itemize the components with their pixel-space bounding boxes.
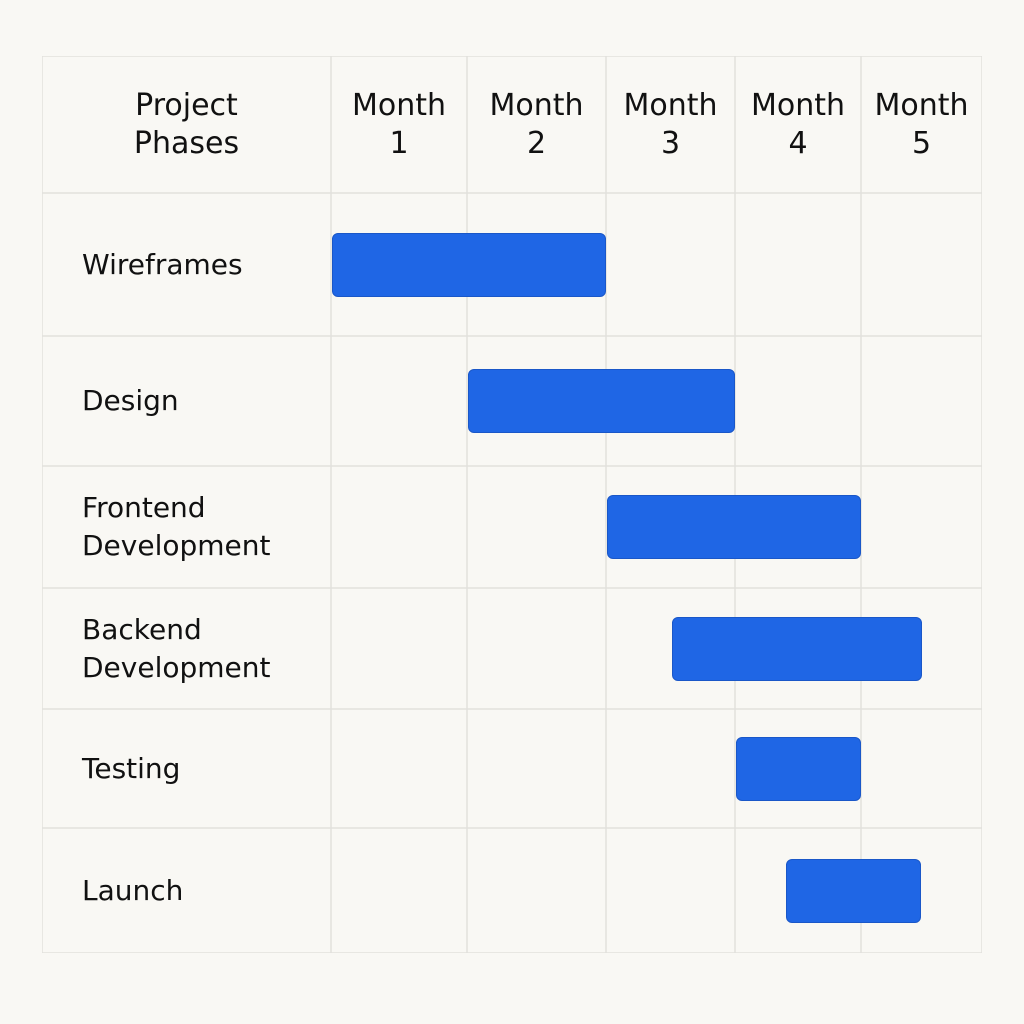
phase-label: Launch [82,873,184,907]
gantt-chart: Project Phases Month 1 Month 2 Month 3 Month… [42,56,982,953]
phase-label: Backend Development [82,612,271,684]
chart-grid [42,56,982,953]
task-bar [468,369,735,433]
month-header: Month 1 [351,87,447,161]
phase-label: Wireframes [82,247,243,281]
task-bar [607,495,861,559]
task-bar [736,736,861,801]
task-bar [786,858,922,923]
month-header: Month 5 [874,87,969,161]
month-header: Month 4 [750,87,846,161]
corner-header: Project Phases [133,87,240,161]
phase-label: Frontend Development [82,491,271,562]
phase-label: Design [82,384,179,417]
task-bar [332,232,606,297]
month-header: Month 3 [623,87,718,161]
month-header: Month 2 [489,87,584,161]
task-bar [671,616,922,681]
phase-label: Testing [82,751,181,785]
